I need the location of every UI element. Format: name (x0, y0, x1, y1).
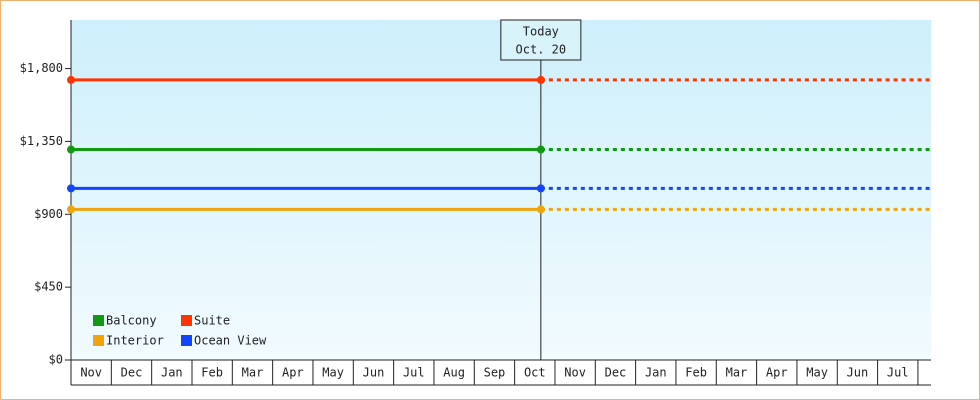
today-label: Today (523, 25, 559, 39)
x-tick-label: Apr (766, 366, 788, 380)
legend-swatch (181, 335, 192, 346)
point (536, 184, 545, 193)
x-tick-label: Jul (403, 366, 425, 380)
x-tick-label: May (322, 366, 344, 380)
x-tick-label: Feb (685, 366, 707, 380)
point (536, 75, 545, 84)
legend-label: Balcony (106, 314, 157, 328)
x-tick-label: Aug (443, 366, 465, 380)
point (67, 75, 75, 84)
x-tick-label: Jan (645, 366, 667, 380)
x-tick-label: Oct (524, 366, 546, 380)
legend-label: Suite (194, 314, 230, 328)
y-tick-label: $1,800 (20, 61, 63, 75)
legend-label: Ocean View (194, 334, 267, 348)
x-tick-label: Nov (80, 366, 102, 380)
point (67, 145, 75, 154)
x-tick-label: Jun (363, 366, 385, 380)
x-tick-label: Feb (201, 366, 223, 380)
legend-swatch (93, 315, 104, 326)
point (67, 205, 75, 214)
x-tick-label: Jun (847, 366, 869, 380)
x-tick-label: May (806, 366, 828, 380)
today-label: Oct. 20 (516, 43, 567, 57)
point (67, 184, 75, 193)
y-tick-label: $0 (49, 353, 63, 367)
point (536, 145, 545, 154)
legend-swatch (93, 335, 104, 346)
legend-label: Interior (106, 334, 164, 348)
plot-area (71, 20, 931, 360)
y-tick-label: $900 (34, 207, 63, 221)
legend-swatch (181, 315, 192, 326)
x-tick-label: Mar (726, 366, 748, 380)
x-tick-label: Apr (282, 366, 304, 380)
x-tick-label: Dec (121, 366, 143, 380)
x-tick-label: Sep (484, 366, 506, 380)
today-box (500, 19, 582, 61)
y-tick-label: $1,350 (20, 134, 63, 148)
x-tick-label: Mar (242, 366, 264, 380)
x-tick-label: Jul (887, 366, 909, 380)
x-tick-label: Jan (161, 366, 183, 380)
point (536, 205, 545, 214)
x-tick-label: Nov (564, 366, 586, 380)
y-tick-label: $450 (34, 280, 63, 294)
x-tick-label: Dec (605, 366, 627, 380)
